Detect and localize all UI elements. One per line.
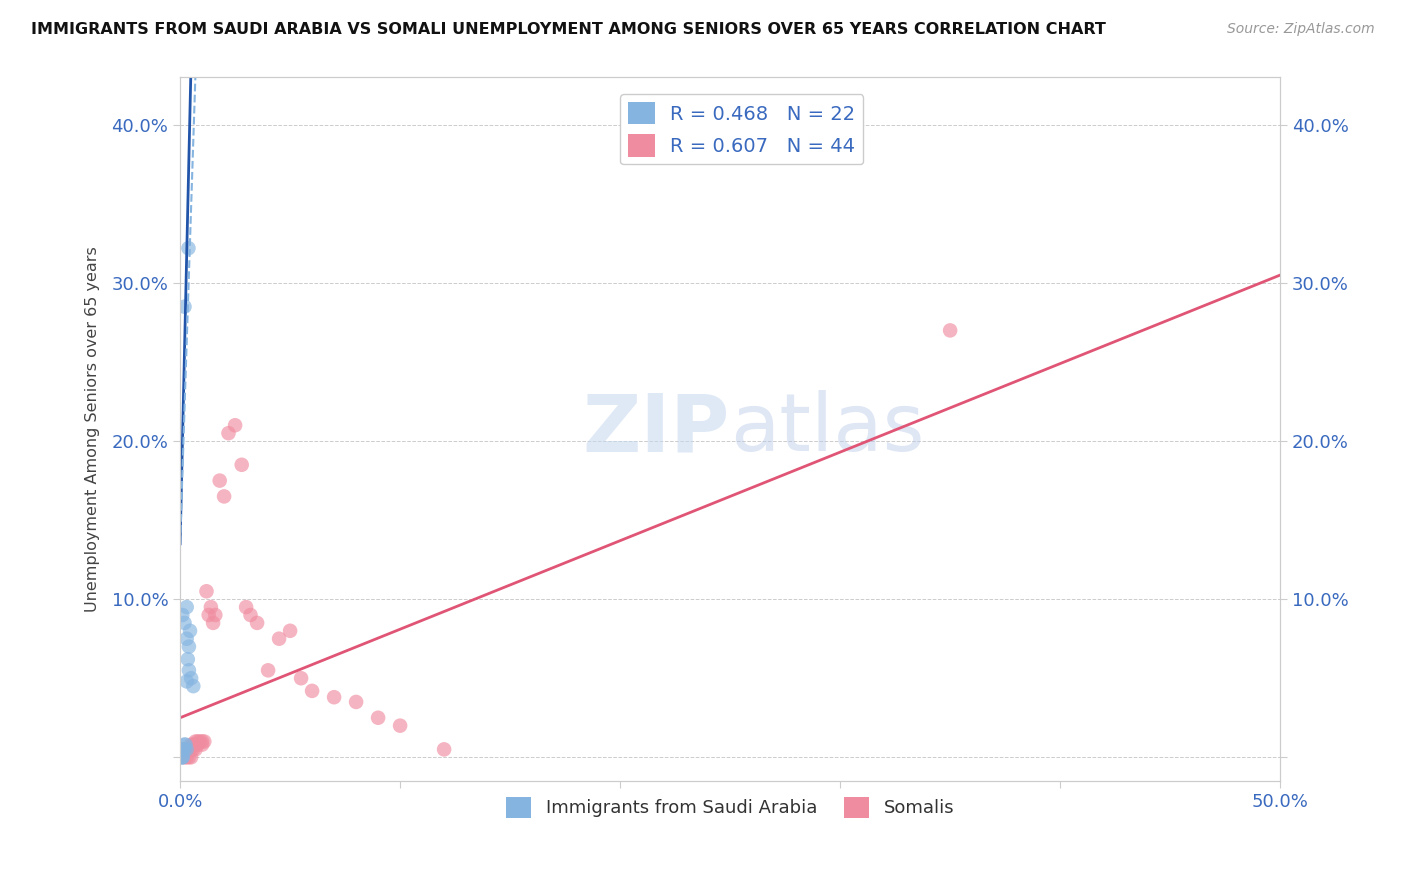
Point [177,652,200,666]
Point [176,632,198,646]
Point [202,615,225,630]
Point [231,458,253,472]
Point [177,742,200,756]
Point [200,600,222,615]
Point [193,734,215,748]
Point [269,632,291,646]
Point [173,750,195,764]
Point [180,738,202,752]
Point [176,750,198,764]
Point [176,742,198,756]
Point [180,742,202,756]
Point [181,679,204,693]
Legend: Immigrants from Saudi Arabia, Somalis: Immigrants from Saudi Arabia, Somalis [499,789,962,825]
Point [179,624,201,638]
Point [170,750,193,764]
Point [170,742,193,756]
Point [212,490,235,504]
Point [195,584,218,599]
Point [301,684,323,698]
Point [239,607,262,622]
Point [173,615,195,630]
Point [172,750,194,764]
Text: IMMIGRANTS FROM SAUDI ARABIA VS SOMALI UNEMPLOYMENT AMONG SENIORS OVER 65 YEARS : IMMIGRANTS FROM SAUDI ARABIA VS SOMALI U… [31,22,1105,37]
Point [173,742,195,756]
Point [187,738,209,752]
Point [191,734,214,748]
Point [184,734,207,748]
Point [177,750,200,764]
Point [180,750,202,764]
Point [172,607,194,622]
Y-axis label: Unemployment Among Seniors over 65 years: Unemployment Among Seniors over 65 years [86,246,100,612]
Point [172,742,194,756]
Point [187,734,209,748]
Point [278,624,301,638]
Text: Source: ZipAtlas.com: Source: ZipAtlas.com [1227,22,1375,37]
Point [176,674,198,689]
Point [172,742,194,756]
Point [367,711,389,725]
Point [173,300,195,314]
Point [246,615,269,630]
Point [180,671,202,685]
Point [176,742,198,756]
Point [181,738,204,752]
Point [290,671,312,685]
Point [184,742,207,756]
Point [344,695,367,709]
Point [218,426,240,441]
Point [177,640,200,654]
Point [939,323,962,337]
Point [257,663,280,677]
Point [208,474,231,488]
Text: atlas: atlas [730,390,925,468]
Point [174,738,197,752]
Point [191,738,214,752]
Point [224,418,246,433]
Point [235,600,257,615]
Point [188,734,211,748]
Point [181,742,204,756]
Point [173,738,195,752]
Text: ZIP: ZIP [583,390,730,468]
Point [433,742,456,756]
Point [176,600,198,615]
Point [177,241,200,255]
Point [389,719,412,733]
Point [197,607,219,622]
Point [172,750,194,764]
Point [204,607,226,622]
Point [177,663,200,677]
Point [323,690,346,705]
Point [184,738,207,752]
